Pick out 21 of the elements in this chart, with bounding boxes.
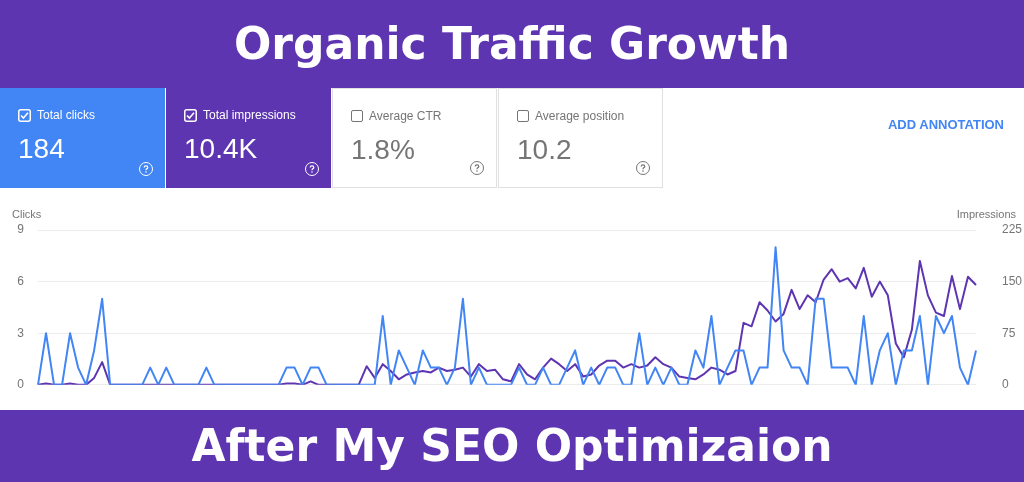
text: 10.4K	[184, 133, 258, 165]
text: ADD ANNOTATION	[887, 117, 1004, 132]
text: 1.8%	[351, 134, 415, 166]
legend-label: Total impressions	[203, 108, 296, 122]
y-tick-label: 0	[17, 377, 25, 392]
y2-axis-title: Impressions	[956, 207, 1017, 220]
y2-tick-label: 150	[1002, 273, 1023, 288]
y2-tick-label: 0	[1002, 377, 1009, 392]
text: Average CTR	[369, 109, 442, 123]
y-tick-label: 6	[17, 273, 25, 288]
y2-tick-label: 225	[1002, 222, 1023, 237]
text: Average position	[535, 109, 625, 123]
chart-title: Organic Traffic Growth	[0, 0, 1024, 88]
y-axis-title: Clicks	[12, 207, 42, 220]
y-tick-label: 3	[17, 325, 25, 340]
y2-tick-label: 75	[1002, 325, 1016, 340]
legend-label: Total clicks	[37, 108, 96, 122]
y-tick-label: 9	[17, 222, 25, 237]
text: 10.2	[517, 134, 572, 166]
text: 184	[18, 133, 65, 165]
text: After My SEO Optimizaion	[0, 410, 1024, 482]
